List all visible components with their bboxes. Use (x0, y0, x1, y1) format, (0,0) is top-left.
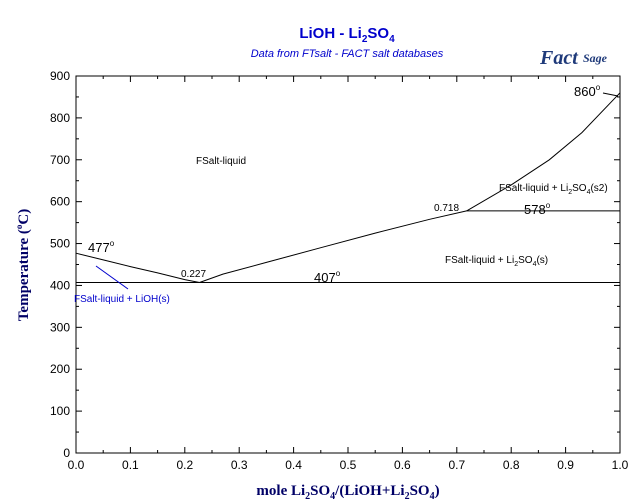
axis-ticks: 0.0 0.1 0.2 0.3 0.4 0.5 0.6 0.7 0.8 0.9 1.0 0 100 200… (50, 69, 629, 472)
y-tick-label: 200 (50, 362, 70, 376)
label-eutectic-0227: 0.227 (181, 269, 206, 280)
x-tick-label: 0.6 (394, 458, 411, 472)
region-liquid: FSalt-liquid (196, 156, 246, 167)
y-tick-label: 600 (50, 195, 70, 209)
label-860: 860o (574, 83, 601, 99)
label-860-leader (602, 92, 619, 97)
x-tick-label: 0.3 (231, 458, 248, 472)
x-tick-label: 0.5 (340, 458, 357, 472)
y-tick-label: 800 (50, 111, 70, 125)
y-tick-label: 500 (50, 237, 70, 251)
region-lioh-leader (95, 265, 129, 290)
label-407: 407o (314, 269, 341, 285)
label-578: 578o (524, 201, 551, 217)
phase-line-3 (466, 92, 621, 212)
y-tick-label: 700 (50, 153, 70, 167)
phase-boundaries (75, 92, 621, 283)
chart-title: LiOH - Li2SO4 (299, 25, 395, 45)
x-tick-label: 0.1 (122, 458, 139, 472)
x-axis-label: mole Li2SO4/(LiOH+Li2SO4) (256, 483, 439, 502)
x-tick-label: 0.7 (448, 458, 465, 472)
factsage-logo: Fact Sage (539, 47, 608, 69)
x-tick-label: 0.0 (68, 458, 85, 472)
chart-subtitle: Data from FTsalt - FACT salt databases (251, 48, 444, 60)
y-tick-label: 400 (50, 278, 70, 292)
y-tick-label: 900 (50, 69, 70, 83)
phase-line-2 (199, 210, 467, 283)
y-tick-label: 0 (63, 446, 70, 460)
x-tick-label: 0.4 (285, 458, 302, 472)
x-tick-label: 0.2 (176, 458, 193, 472)
region-liquid-li2so4-s: FSalt-liquid + Li2SO4(s) (445, 255, 548, 268)
region-liquid-li2so4-s2: FSalt-liquid + Li2SO4(s2) (499, 183, 608, 196)
label-477: 477o (88, 239, 115, 255)
x-tick-label: 0.9 (557, 458, 574, 472)
region-liquid-lioh: FSalt-liquid + LiOH(s) (74, 294, 170, 305)
label-peritectic-0718: 0.718 (434, 203, 459, 214)
x-tick-label: 1.0 (612, 458, 629, 472)
x-tick-label: 0.8 (503, 458, 520, 472)
y-tick-label: 300 (50, 320, 70, 334)
y-axis-label: Temperature (oC) (14, 209, 32, 321)
phase-line-1 (75, 252, 200, 283)
y-tick-label: 100 (50, 404, 70, 418)
svg-text:Sage: Sage (583, 51, 608, 65)
svg-text:Fact: Fact (539, 47, 579, 69)
